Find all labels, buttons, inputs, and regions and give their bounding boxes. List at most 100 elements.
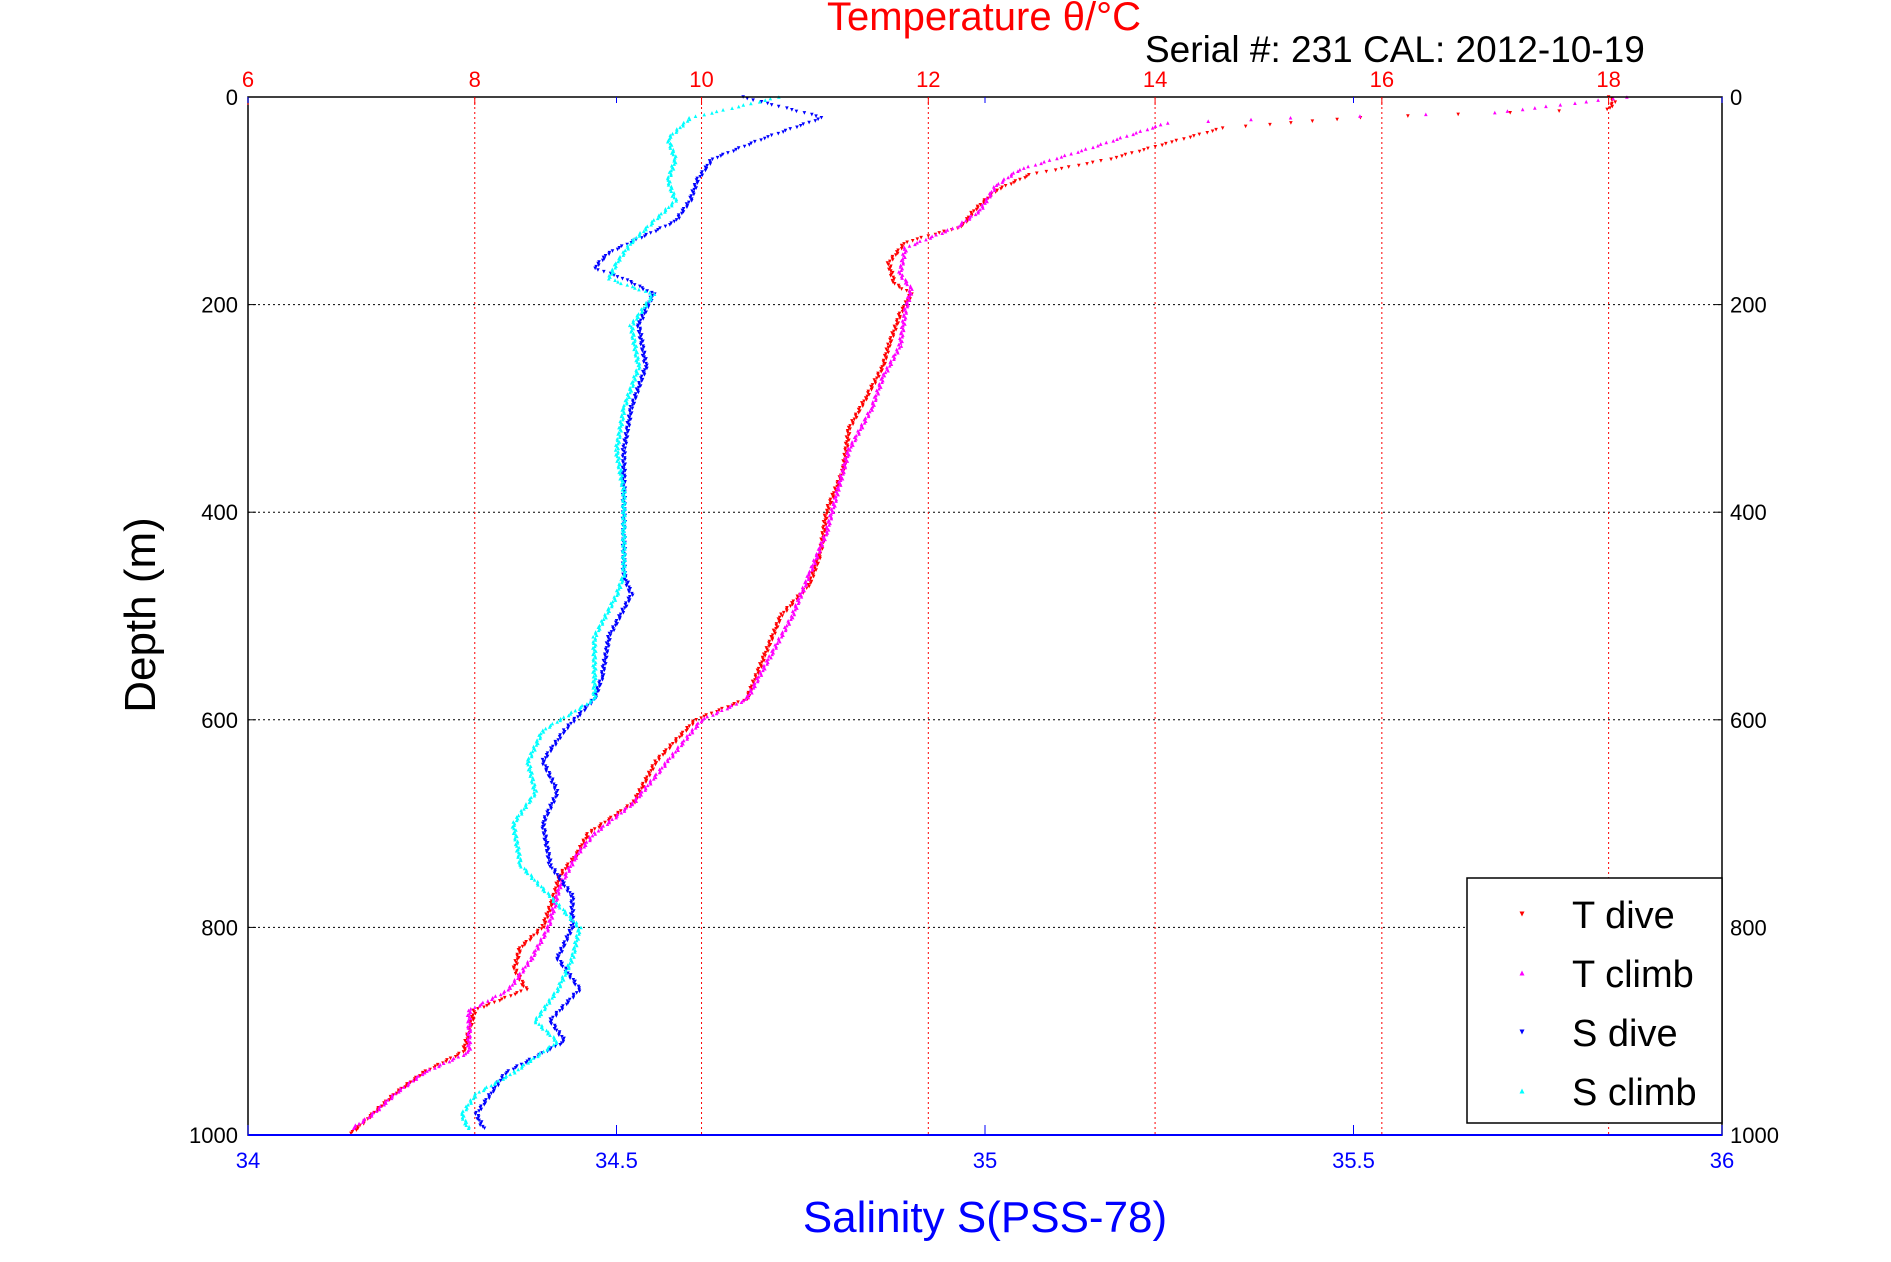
data-point xyxy=(799,595,804,599)
data-point xyxy=(642,234,647,239)
data-point xyxy=(544,1002,549,1007)
data-point xyxy=(599,825,604,830)
data-point xyxy=(575,943,579,948)
data-point xyxy=(1076,150,1080,154)
data-point xyxy=(627,323,632,328)
data-point xyxy=(627,395,632,400)
data-point xyxy=(498,1078,503,1083)
data-point xyxy=(788,604,793,608)
data-point xyxy=(545,850,549,855)
data-point xyxy=(897,285,902,290)
data-point xyxy=(747,692,752,697)
data-point xyxy=(525,960,530,964)
data-point xyxy=(560,1034,564,1039)
data-point xyxy=(621,499,625,503)
data-point xyxy=(531,1056,536,1060)
data-point xyxy=(824,532,829,537)
legend-label: S dive xyxy=(1572,1013,1678,1055)
data-point xyxy=(880,380,884,384)
data-point xyxy=(515,840,520,845)
data-point xyxy=(619,481,624,486)
data-point xyxy=(819,115,824,120)
data-point xyxy=(670,194,675,198)
data-point xyxy=(542,925,546,930)
data-point xyxy=(623,540,628,545)
data-point xyxy=(765,101,770,106)
data-point xyxy=(563,867,568,871)
data-point xyxy=(1027,173,1031,177)
data-point xyxy=(621,532,626,537)
data-point xyxy=(620,488,625,492)
data-point xyxy=(777,620,782,625)
data-point xyxy=(633,397,638,401)
data-point xyxy=(569,859,574,864)
data-point xyxy=(613,623,618,628)
data-point xyxy=(930,234,934,239)
data-point xyxy=(536,882,540,887)
data-point xyxy=(569,923,573,928)
data-point xyxy=(763,654,767,658)
data-point xyxy=(790,615,795,620)
data-point xyxy=(714,109,719,114)
data-point xyxy=(708,162,713,166)
data-point xyxy=(468,1016,473,1021)
data-point xyxy=(1492,110,1497,115)
data-point xyxy=(551,896,555,900)
data-point xyxy=(881,360,886,364)
data-point xyxy=(1153,145,1158,149)
data-point xyxy=(519,811,524,816)
data-point xyxy=(720,706,724,711)
data-point xyxy=(576,715,580,719)
data-point xyxy=(709,711,714,716)
data-point xyxy=(541,821,545,826)
x-bottom-tick-label: 35 xyxy=(973,1148,997,1173)
data-point xyxy=(720,152,725,157)
data-point xyxy=(554,901,559,905)
data-point xyxy=(596,263,601,267)
data-point xyxy=(623,489,628,494)
data-point xyxy=(1111,138,1116,143)
data-point xyxy=(641,785,646,789)
data-point xyxy=(605,650,610,655)
legend: T dive T climb S dive S climb xyxy=(1466,877,1723,1124)
data-point xyxy=(776,104,781,109)
data-point xyxy=(628,385,632,390)
data-point xyxy=(810,112,814,117)
data-point xyxy=(572,955,576,959)
data-point xyxy=(552,888,557,892)
data-point xyxy=(1114,155,1119,160)
data-point xyxy=(641,360,646,364)
data-point xyxy=(398,1088,403,1093)
data-point xyxy=(663,224,668,229)
data-point xyxy=(527,759,531,764)
data-point xyxy=(554,743,558,747)
data-point xyxy=(687,117,692,122)
data-point xyxy=(532,933,536,938)
data-point xyxy=(616,279,620,284)
data-point xyxy=(901,320,906,325)
data-point xyxy=(635,325,640,329)
data-point xyxy=(1508,110,1513,115)
data-point xyxy=(820,543,825,548)
data-point xyxy=(905,240,909,245)
data-point xyxy=(625,283,630,287)
data-point xyxy=(441,1061,446,1065)
data-point xyxy=(843,448,847,452)
data-point xyxy=(638,318,643,323)
data-point xyxy=(510,824,515,829)
data-point xyxy=(600,678,605,682)
data-point xyxy=(871,400,875,404)
data-point xyxy=(626,246,630,251)
data-point xyxy=(349,1131,353,1136)
data-point xyxy=(685,737,690,741)
data-point xyxy=(570,953,575,958)
y-tick-label-right: 0 xyxy=(1730,85,1742,110)
data-point xyxy=(565,938,570,943)
data-point xyxy=(843,464,847,468)
data-point xyxy=(826,519,831,524)
data-point xyxy=(631,318,636,323)
data-point xyxy=(721,107,725,112)
data-point xyxy=(903,281,908,285)
data-point xyxy=(635,360,640,364)
data-point xyxy=(623,457,627,462)
